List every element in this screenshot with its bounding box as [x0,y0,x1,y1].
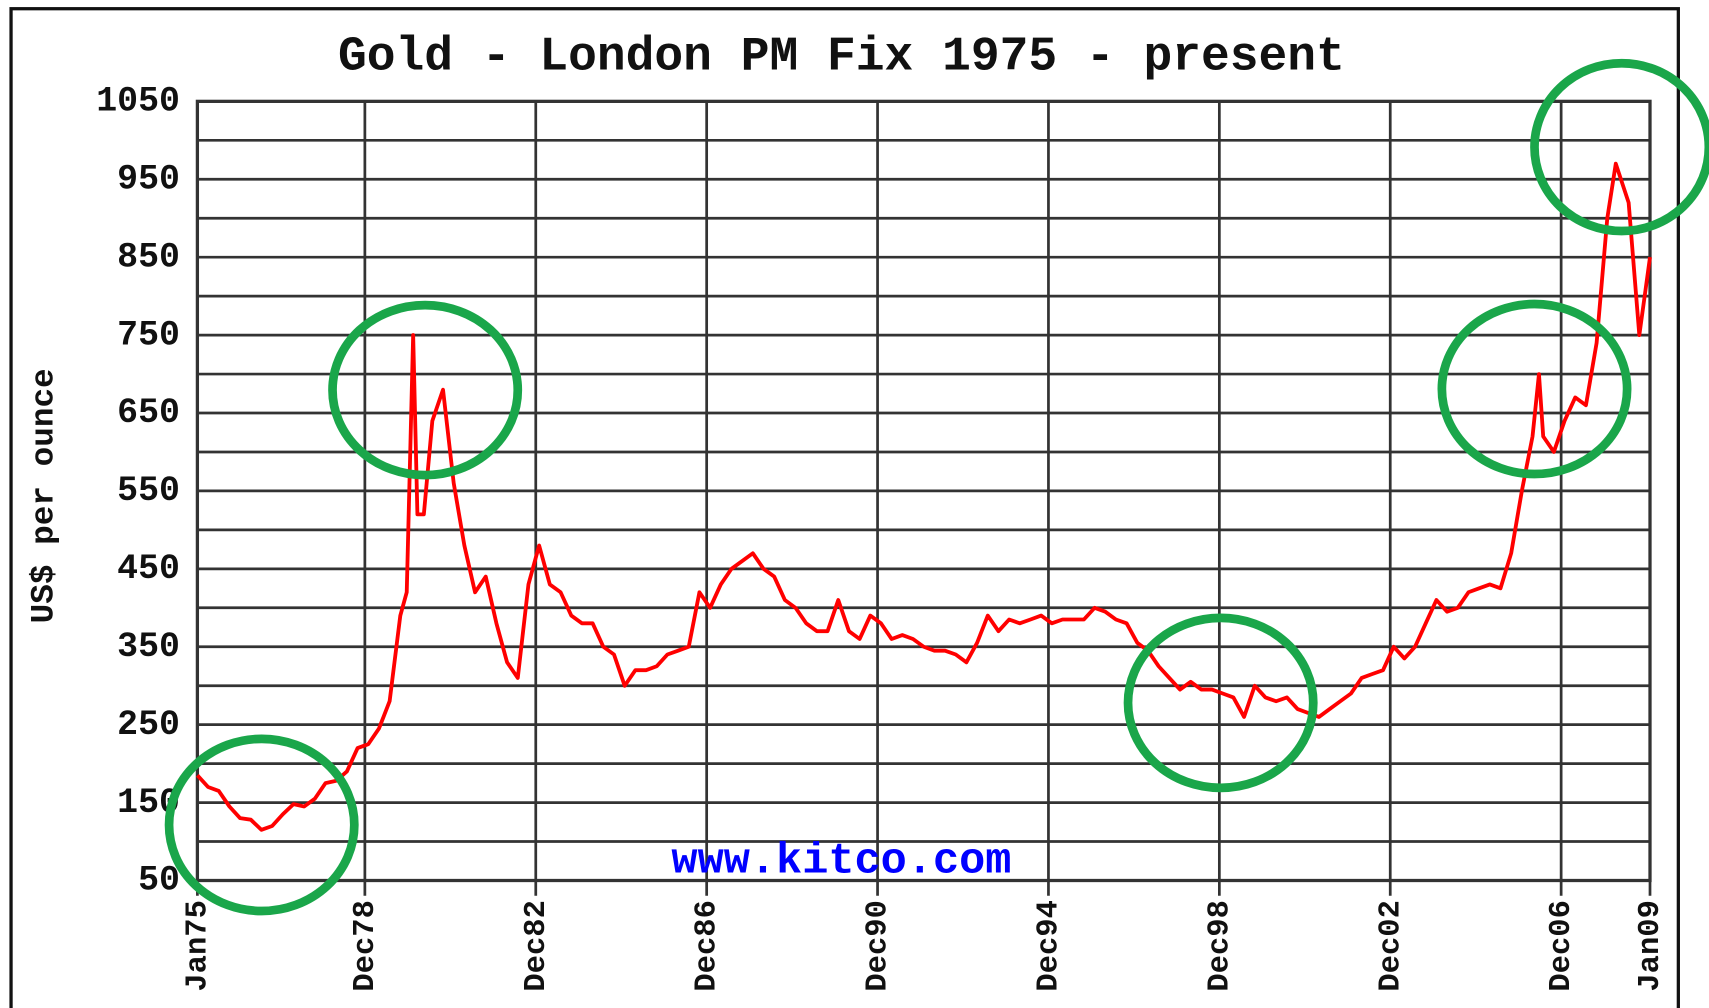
circle [1123,613,1318,793]
x-tick-label: Dec94 [1033,900,1067,992]
x-tick-label: Jan09 [1634,900,1668,992]
x-tick-label: Dec06 [1545,900,1579,992]
plot-border [195,99,1652,883]
y-tick-label: 350 [117,628,180,667]
x-tick-label: Dec78 [349,900,383,992]
price-line [195,161,1652,832]
x-tick-label: Jan75 [181,900,215,992]
y-tick-label: 1050 [96,83,180,122]
x-tick-label: Dec86 [691,900,725,992]
x-tick-label: Dec02 [1374,900,1408,992]
y-tick-label: 950 [117,160,180,199]
chart-title: Gold - London PM Fix 1975 - present [338,30,1345,84]
y-tick-label: 50 [138,862,180,901]
watermark: www.kitco.com [671,837,1011,886]
circle [164,734,359,916]
y-tick-label: 450 [117,550,180,589]
y-tick-label: 850 [117,238,180,277]
x-tick-label: Dec90 [862,900,896,992]
x-tick-label: Dec98 [1203,900,1237,992]
y-axis-label: US$ per ounce [25,368,62,623]
circle [328,300,523,480]
y-tick-label: 650 [117,394,180,433]
circle [1437,299,1632,479]
annotation-circles [164,58,1709,916]
x-tick-label: Dec82 [520,900,554,992]
y-tick-label: 750 [117,316,180,355]
y-tick-label: 550 [117,472,180,511]
y-tick-label: 250 [117,706,180,745]
